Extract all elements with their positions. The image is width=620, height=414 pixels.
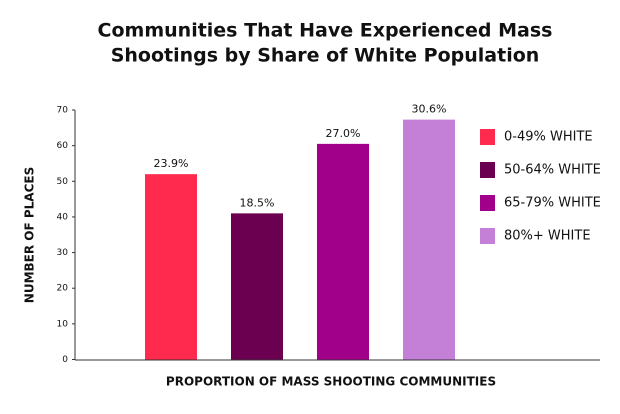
legend-swatch [480,228,495,244]
y-tick-label: 50 [57,177,69,187]
y-tick-label: 30 [57,248,69,258]
legend-swatch [480,162,495,178]
bar [403,119,455,360]
y-tick-label: 10 [57,319,69,329]
y-tick-label: 40 [57,212,69,222]
chart-title: Communities That Have Experienced Mass [98,20,553,42]
legend-swatch [480,195,495,211]
bar [317,143,369,360]
bar-label: 27.0% [326,127,361,140]
bar [145,174,197,360]
legend-label: 80%+ WHITE [504,229,591,244]
bar-label: 23.9% [154,157,189,170]
legend-swatch [480,129,495,145]
y-axis-title: NUMBER OF PLACES [23,167,37,303]
legend-label: 65-79% WHITE [504,196,601,211]
bar-label: 18.5% [240,196,275,209]
bar-label: 30.6% [412,103,447,116]
y-tick-label: 60 [57,141,69,151]
x-axis-title: PROPORTION OF MASS SHOOTING COMMUNITIES [166,375,496,389]
legend-label: 50-64% WHITE [504,163,601,178]
bar [231,213,283,360]
y-tick-label: 0 [62,355,68,365]
legend-label: 0-49% WHITE [504,130,593,145]
y-tick-label: 70 [57,106,69,116]
y-tick-label: 20 [57,284,69,294]
chart-title: Shootings by Share of White Population [111,45,540,67]
